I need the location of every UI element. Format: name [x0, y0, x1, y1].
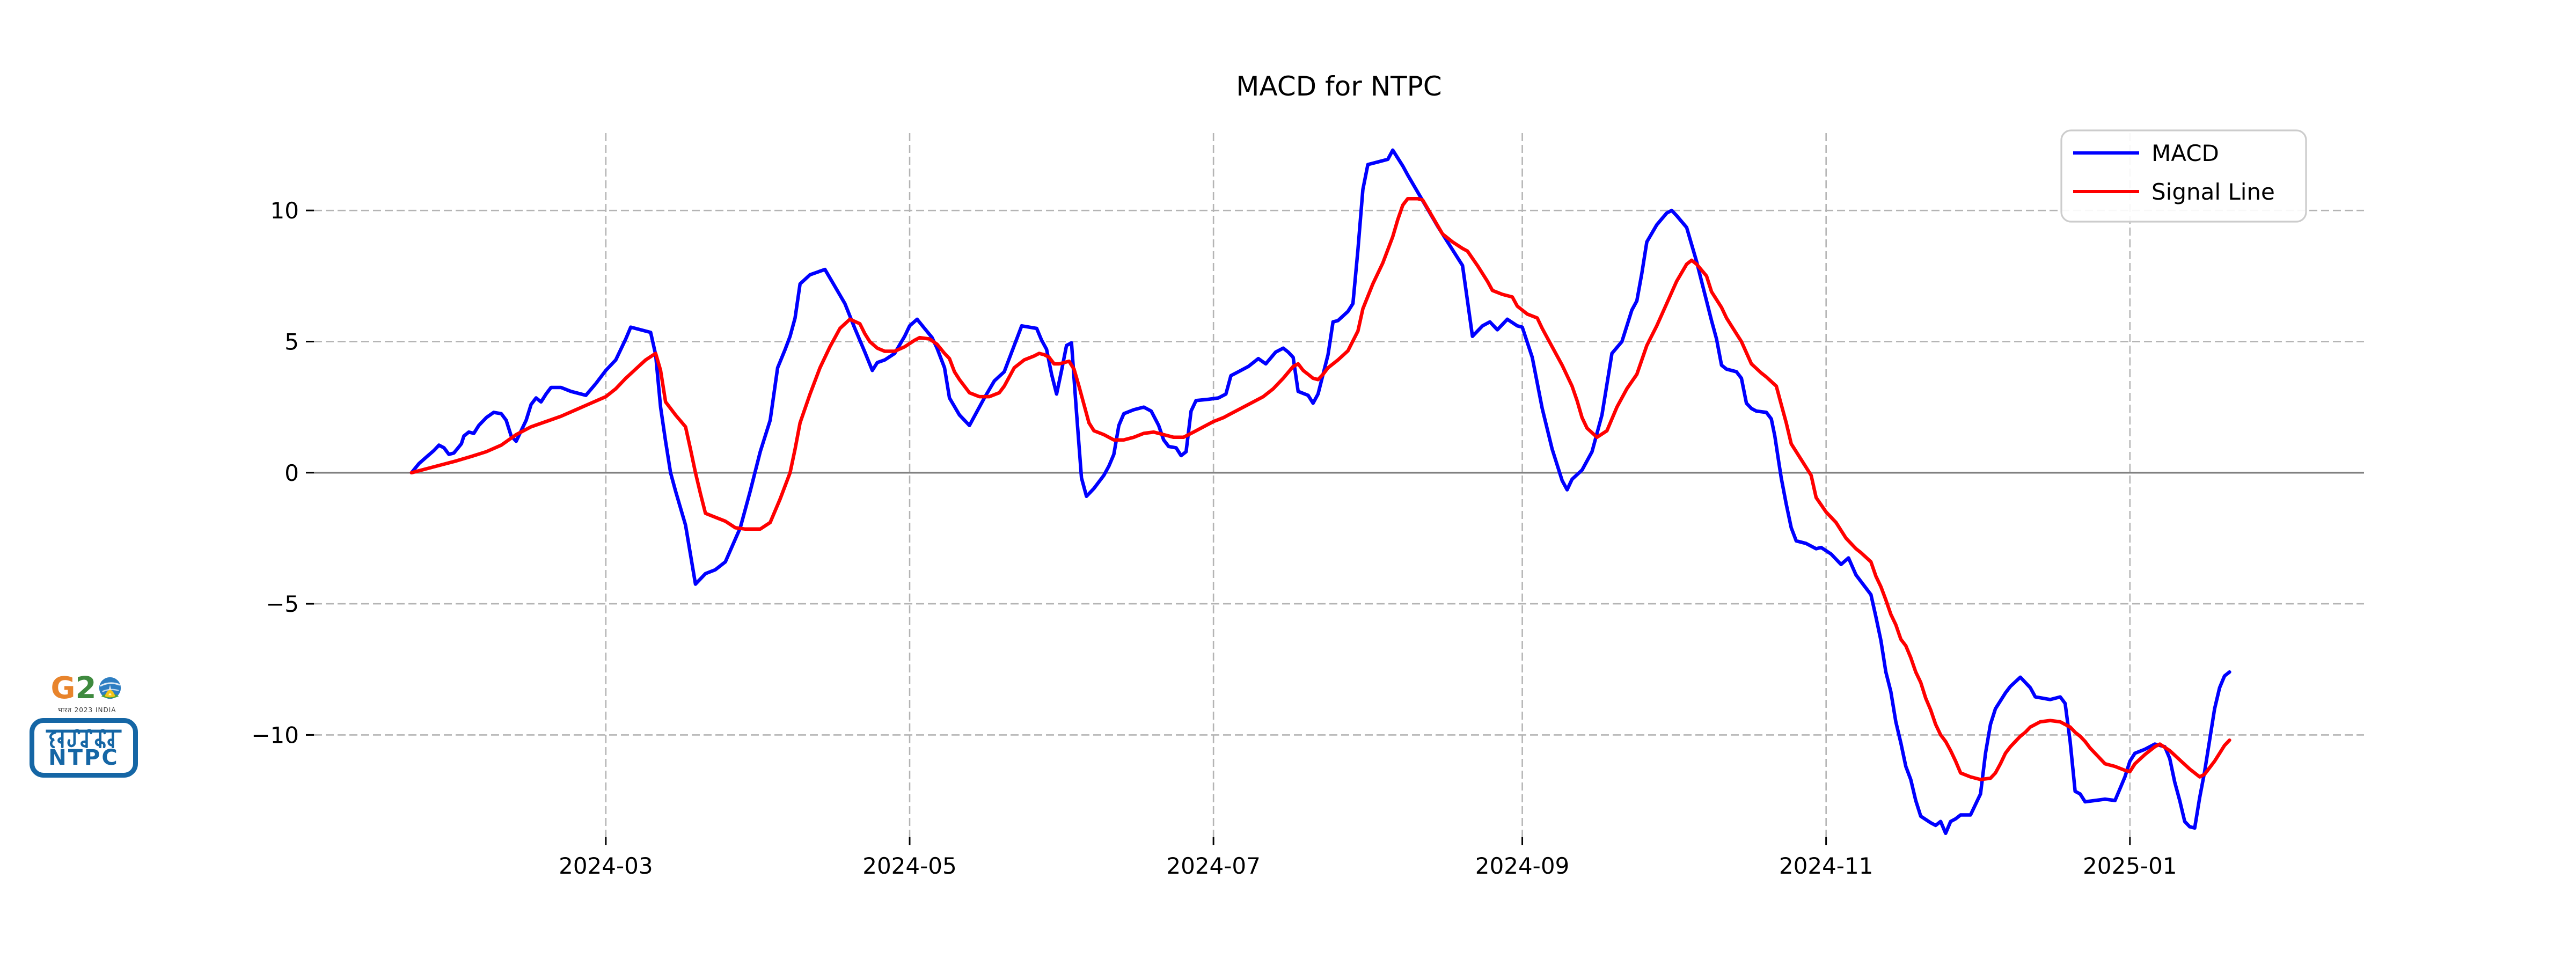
y-tick-label: −5 — [266, 591, 299, 617]
ntpc-logo-box: NTPC — [30, 718, 138, 778]
ntpc-logo-block: G 2 भारत 2023 INDIA — [28, 672, 146, 778]
y-tick-label: 10 — [270, 197, 299, 224]
x-tick-label: 2024-05 — [862, 853, 957, 879]
legend-label: MACD — [2151, 140, 2219, 166]
ntpc-hindi-wordmark-icon — [46, 728, 122, 748]
x-tick-label: 2025-01 — [2083, 853, 2177, 879]
g20-letter-g: G — [50, 671, 76, 706]
x-tick-label: 2024-07 — [1166, 853, 1261, 879]
series-macd — [409, 148, 2231, 835]
x-tick-label: 2024-09 — [1475, 853, 1570, 879]
g20-digit-2: 2 — [75, 671, 97, 706]
legend-label: Signal Line — [2151, 179, 2275, 205]
legend: MACD Signal Line — [2060, 129, 2307, 223]
ntpc-latin-wordmark: NTPC — [48, 745, 119, 770]
x-tick-label: 2024-11 — [1779, 853, 1874, 879]
g20-subtext: भारत 2023 INDIA — [57, 706, 116, 714]
y-tick-label: −10 — [251, 722, 299, 748]
g20-logo: G 2 — [28, 672, 146, 705]
x-tick-label: 2024-03 — [559, 853, 653, 879]
globe-lotus-icon — [99, 677, 121, 699]
y-tick-label: 5 — [284, 328, 299, 355]
series-signal-line — [409, 196, 2231, 781]
y-tick-label: 0 — [284, 460, 299, 486]
chart-title: MACD for NTPC — [1236, 71, 1441, 102]
